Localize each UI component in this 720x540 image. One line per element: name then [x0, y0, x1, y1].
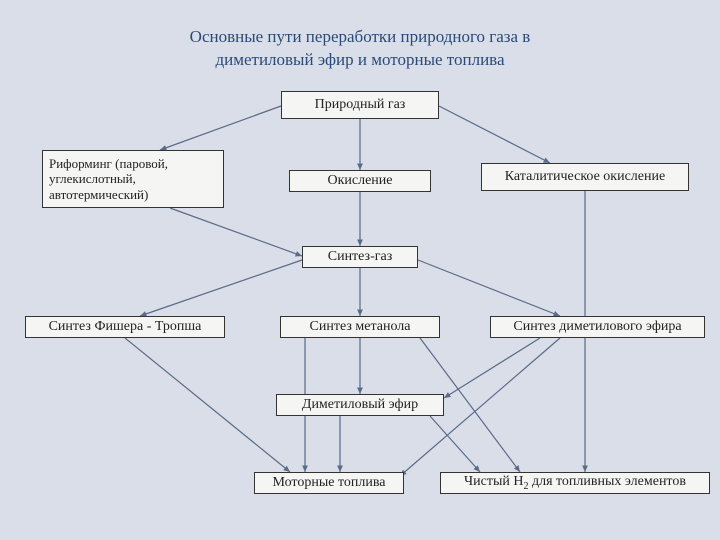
edge-fischer-to-motor_fuel [125, 338, 290, 472]
node-natural_gas: Природный газ [281, 91, 439, 119]
title-line2: диметиловый эфир и моторные топлива [215, 50, 504, 69]
edge-dme_syn-to-dme [444, 338, 540, 398]
node-hydrogen: Чистый Н2 для топливных элементов [440, 472, 710, 494]
edge-syngas-to-dme_syn [418, 260, 560, 316]
node-dme: Диметиловый эфир [276, 394, 444, 416]
node-oxidation: Окисление [289, 170, 431, 192]
node-syngas: Синтез-газ [302, 246, 418, 268]
node-motor_fuel: Моторные топлива [254, 472, 404, 494]
title-line1: Основные пути переработки природного газ… [190, 27, 531, 46]
edges-layer [0, 0, 720, 540]
edge-dme-to-hydrogen [430, 416, 480, 472]
diagram-title: Основные пути переработки природного газ… [0, 26, 720, 72]
edge-syngas-to-fischer [140, 260, 302, 316]
edge-reforming-to-syngas [170, 208, 302, 256]
node-fischer: Синтез Фишера - Тропша [25, 316, 225, 338]
hydrogen-text: Чистый Н2 для топливных элементов [464, 474, 686, 492]
edge-natural_gas-to-cat_oxidation [439, 106, 550, 163]
edge-natural_gas-to-reforming [160, 106, 281, 150]
node-methanol: Синтез метанола [280, 316, 440, 338]
node-reforming: Риформинг (паровой,углекислотный,автотер… [42, 150, 224, 208]
node-dme_syn: Синтез диметилового эфира [490, 316, 705, 338]
node-cat_oxidation: Каталитическое окисление [481, 163, 689, 191]
